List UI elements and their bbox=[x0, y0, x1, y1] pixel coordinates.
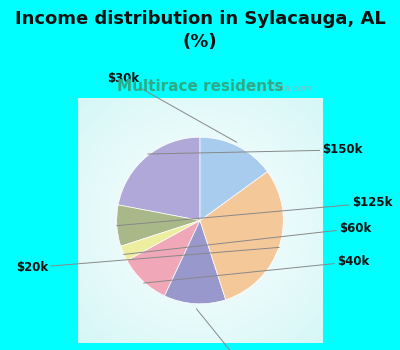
Wedge shape bbox=[121, 220, 200, 261]
Text: Multirace residents: Multirace residents bbox=[117, 79, 283, 94]
Text: $125k: $125k bbox=[117, 196, 392, 226]
Text: $60k: $60k bbox=[124, 222, 372, 254]
Text: $30k: $30k bbox=[107, 72, 237, 142]
Wedge shape bbox=[127, 220, 200, 296]
Wedge shape bbox=[164, 220, 226, 304]
Wedge shape bbox=[200, 137, 267, 220]
Text: $40k: $40k bbox=[144, 255, 370, 283]
Text: $150k: $150k bbox=[148, 144, 363, 156]
Wedge shape bbox=[200, 172, 283, 300]
Text: City-Data.com: City-Data.com bbox=[248, 84, 312, 93]
Text: $75k: $75k bbox=[196, 309, 262, 350]
Wedge shape bbox=[117, 205, 200, 246]
Text: Income distribution in Sylacauga, AL
(%): Income distribution in Sylacauga, AL (%) bbox=[15, 10, 385, 51]
Wedge shape bbox=[118, 137, 200, 220]
Text: $20k: $20k bbox=[16, 247, 279, 274]
